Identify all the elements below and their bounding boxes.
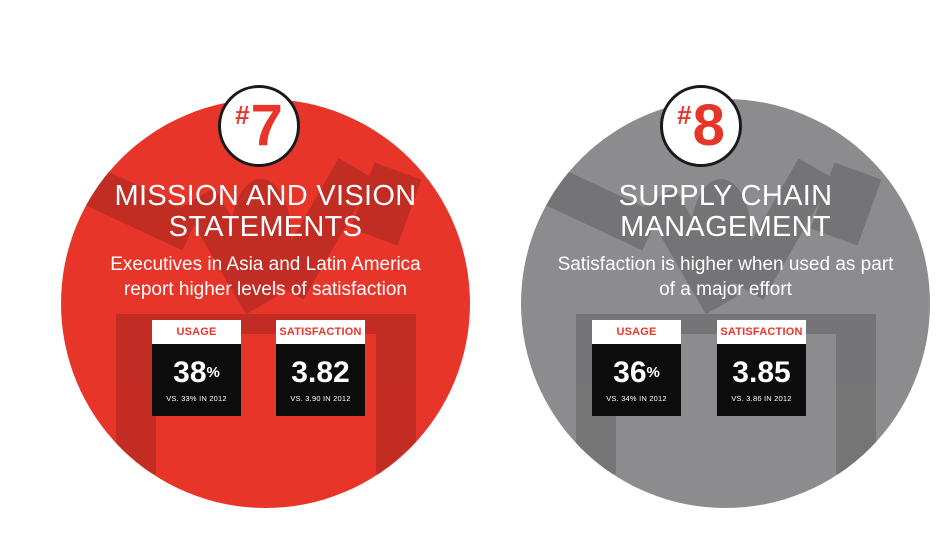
rank-number: 8 (692, 93, 725, 158)
card-subtitle-line2: report higher levels of satisfaction (123, 279, 408, 300)
usage-value: 38 (173, 356, 207, 389)
usage-stat: USAGE 38% VS. 33% IN 2012 (152, 320, 241, 416)
satisfaction-comparison: VS. 3.90 IN 2012 (290, 394, 351, 403)
card-mission-vision: MISSION AND VISION STATEMENTS Executives… (61, 99, 470, 508)
usage-label: USAGE (592, 320, 681, 344)
card-subtitle-line1: Satisfaction is higher when used as part (557, 254, 894, 275)
satisfaction-label: SATISFACTION (276, 320, 365, 344)
satisfaction-value: 3.82 (291, 356, 350, 389)
satisfaction-stat: SATISFACTION 3.82 VS. 3.90 IN 2012 (276, 320, 365, 416)
satisfaction-label: SATISFACTION (717, 320, 806, 344)
satisfaction-comparison: VS. 3.86 IN 2012 (731, 394, 792, 403)
tools-icon (542, 158, 882, 474)
usage-label: USAGE (152, 320, 241, 344)
card-subtitle-line1: Executives in Asia and Latin America (110, 254, 421, 275)
usage-unit: % (206, 364, 220, 381)
satisfaction-stat: SATISFACTION 3.85 VS. 3.86 IN 2012 (717, 320, 806, 416)
usage-comparison: VS. 33% IN 2012 (166, 394, 227, 403)
usage-value: 36 (613, 356, 647, 389)
card-title-line1: MISSION AND VISION (114, 180, 417, 212)
rank-hash: # (677, 100, 692, 130)
card-subtitle-line2: of a major effort (659, 279, 792, 300)
usage-stat: USAGE 36% VS. 34% IN 2012 (592, 320, 681, 416)
card-title-line2: STATEMENTS (168, 211, 363, 243)
card-supply-chain: SUPPLY CHAIN MANAGEMENT Satisfaction is … (521, 99, 930, 508)
usage-comparison: VS. 34% IN 2012 (606, 394, 667, 403)
rank-badge: # 7 (218, 85, 300, 167)
satisfaction-value: 3.85 (732, 356, 791, 389)
card-title-line1: SUPPLY CHAIN (618, 180, 833, 212)
rank-hash: # (235, 100, 250, 130)
rank-badge: # 8 (660, 85, 742, 167)
card-title-line2: MANAGEMENT (620, 211, 831, 243)
usage-unit: % (646, 364, 660, 381)
rank-number: 7 (250, 93, 283, 158)
